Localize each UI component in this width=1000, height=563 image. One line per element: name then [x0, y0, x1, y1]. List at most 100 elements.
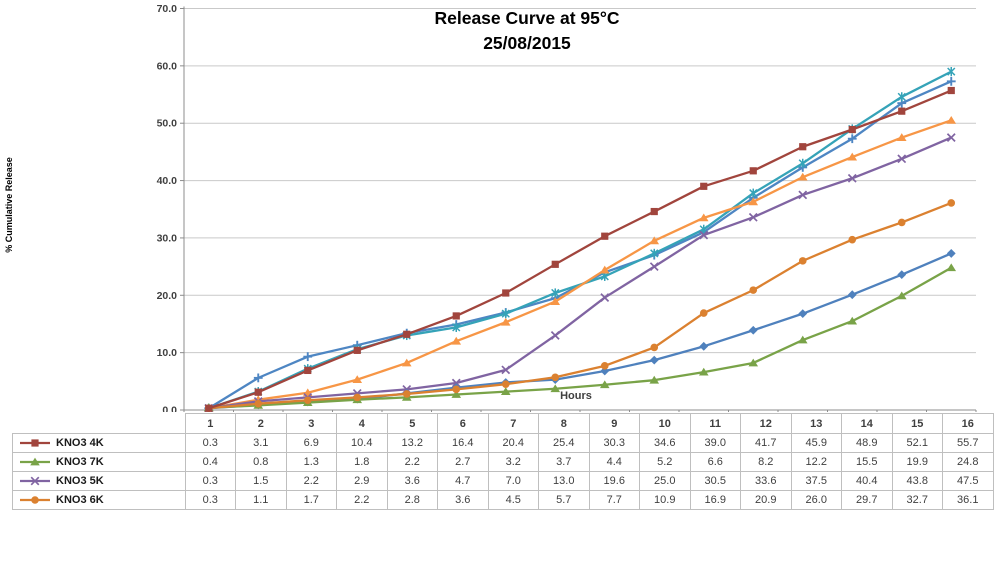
value-cell: 0.3: [184, 490, 236, 510]
value-cell: 10.4: [336, 433, 388, 453]
value-cell: 26.0: [790, 490, 842, 510]
data-point-marker: [303, 396, 312, 405]
data-point-marker: [401, 358, 412, 367]
series-name-label: KNO3 4K: [56, 437, 104, 449]
data-point-marker: [897, 92, 906, 102]
data-point-marker: [947, 86, 955, 95]
table-row: KNO3 4K 0.3 3.1 6.9 10.4 13.2 16.4 20.4 25.4 30.3…: [12, 433, 994, 453]
value-cell: 45.9: [790, 433, 842, 453]
legend-cell: KNO3 6K: [12, 490, 186, 510]
series-line-unlabeled-blue-diamond: [208, 252, 952, 410]
value-cell: 47.5: [942, 471, 994, 491]
y-tick-label: 50.0: [157, 118, 178, 130]
data-point-marker: [650, 207, 658, 216]
value-cell: 2.9: [336, 471, 388, 491]
series-line-kno3-6k: [208, 201, 952, 410]
hour-header-cell: 4: [336, 413, 388, 434]
data-point-marker: [847, 173, 857, 183]
data-point-marker: [799, 143, 807, 151]
data-point-marker: [352, 375, 363, 384]
value-cell: 2.7: [437, 452, 489, 472]
value-cell: 0.3: [184, 433, 236, 453]
chart-data-table: 1 2 3 4 5 6 7 8 9 10 11 12 13 14 15 16 KNO3 4K 0.3 3.1 6.9 1…: [12, 413, 994, 510]
data-point-marker: [205, 404, 213, 412]
value-cell: 3.6: [386, 471, 438, 491]
data-point-marker: [550, 331, 560, 340]
data-point-marker: [748, 212, 758, 222]
legend-cell: KNO3 4K: [12, 433, 186, 453]
value-cell: 4.4: [588, 452, 640, 472]
data-point-marker: [501, 309, 510, 319]
y-tick-label: 30.0: [157, 232, 178, 244]
data-point-marker: [946, 133, 956, 142]
table-row: KNO3 7K 0.4 0.8 1.3 1.8 2.2 2.7 3.2 3.7 4.4 5.2 6.6…: [12, 452, 994, 472]
legend-cell: KNO3 7K: [12, 452, 186, 472]
data-point-marker: [452, 312, 460, 320]
data-point-marker: [946, 76, 956, 86]
value-cell: 6.9: [285, 433, 337, 453]
data-point-marker: [649, 236, 660, 245]
data-point-marker: [700, 182, 708, 190]
data-point-marker: [699, 341, 709, 351]
data-point-marker: [451, 378, 461, 388]
hour-header-cell: 13: [790, 413, 842, 434]
data-point-marker: [403, 330, 411, 338]
value-cell: 37.5: [790, 471, 842, 491]
data-point-marker: [797, 335, 808, 344]
value-cell: 20.4: [487, 433, 539, 453]
data-point-marker: [31, 496, 39, 504]
data-point-marker: [402, 390, 411, 398]
y-tick-label: 70.0: [157, 3, 178, 15]
data-point-marker: [649, 375, 660, 384]
chart-title-line1: Release Curve at 95°C: [434, 8, 620, 28]
value-cell: 52.1: [891, 433, 943, 453]
series-line-kno3-7k: [208, 266, 952, 409]
hour-header-cell: 14: [841, 413, 893, 434]
value-cell: 1.8: [336, 452, 388, 472]
data-point-marker: [897, 218, 906, 227]
value-cell: 1.7: [285, 490, 337, 510]
value-cell: 7.7: [588, 490, 640, 510]
data-point-marker: [500, 317, 511, 326]
series-line-unlabeled-teal-asterisk: [208, 70, 952, 410]
value-cell: 30.5: [689, 471, 741, 491]
chart-title: Release Curve at 95°C 25/08/2015: [127, 6, 927, 56]
data-point-marker: [946, 115, 957, 124]
data-point-marker: [798, 257, 807, 265]
value-cell: 19.9: [891, 452, 943, 472]
data-point-marker: [303, 352, 313, 362]
chart-title-line2: 25/08/2015: [483, 33, 571, 53]
data-point-marker: [451, 390, 462, 398]
data-point-marker: [748, 358, 759, 367]
y-tick-label: 0.0: [162, 405, 177, 413]
data-point-marker: [650, 343, 659, 352]
data-point-marker: [599, 265, 610, 274]
hour-header-cell: 1: [184, 413, 236, 434]
data-point-marker: [946, 263, 957, 272]
data-point-marker: [749, 286, 758, 294]
hour-header-cell: 3: [285, 413, 337, 434]
data-point-marker: [896, 291, 907, 300]
data-point-marker: [798, 309, 808, 319]
value-cell: 24.8: [942, 452, 994, 472]
data-point-marker: [452, 322, 461, 333]
value-cell: 10.9: [639, 490, 691, 510]
value-cell: 3.2: [487, 452, 539, 472]
series-name-label: KNO3 5K: [56, 475, 104, 487]
value-cell: 8.2: [740, 452, 792, 472]
hour-header-cell: 11: [689, 413, 741, 434]
data-point-marker: [353, 393, 362, 402]
value-cell: 3.1: [235, 433, 287, 453]
y-tick-label: 60.0: [157, 60, 178, 72]
data-point-marker: [551, 373, 560, 382]
data-point-marker: [897, 154, 907, 164]
data-point-marker: [451, 336, 462, 345]
value-cell: 55.7: [942, 433, 994, 453]
value-cell: 2.2: [386, 452, 438, 472]
value-cell: 0.3: [184, 471, 236, 491]
legend-marker-icon: [20, 439, 50, 447]
data-point-marker: [649, 262, 659, 272]
value-cell: 2.2: [336, 490, 388, 510]
data-point-marker: [847, 290, 857, 300]
